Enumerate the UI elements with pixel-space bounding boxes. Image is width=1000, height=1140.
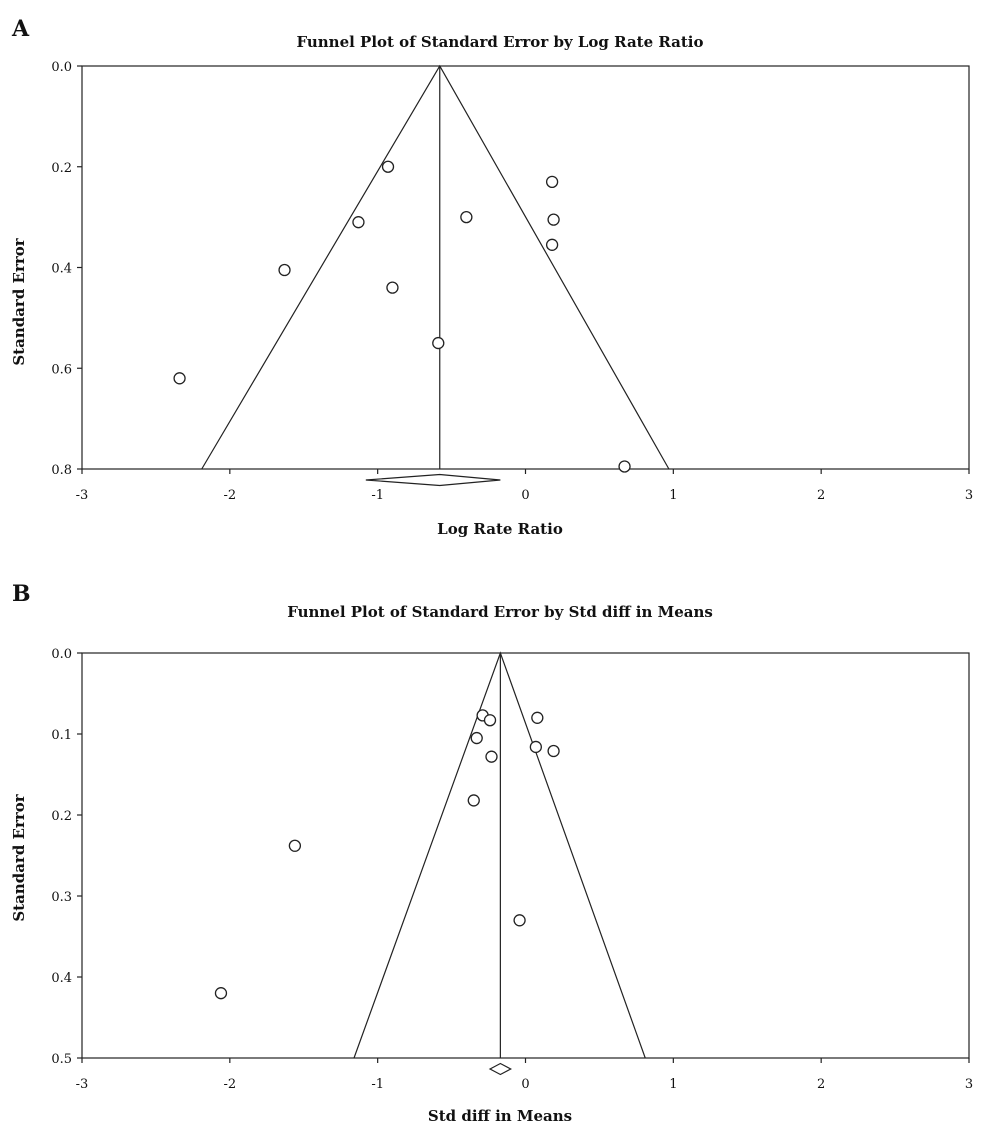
x-tick-label: -2 [223, 1077, 236, 1092]
study-point [513, 914, 526, 927]
panel-a-y-axis-label: Standard Error [10, 237, 28, 365]
study-point [460, 210, 473, 224]
study-point [467, 794, 480, 807]
study-point [529, 740, 542, 754]
panel-a: A Funnel Plot of Standard Error by Log R… [10, 16, 973, 538]
y-tick-label: 0.3 [51, 890, 72, 905]
panel-b-y-ticks: 0.0 0.1 0.2 0.3 0.4 0.5 [51, 647, 82, 1067]
y-tick-label: 0.4 [51, 971, 72, 986]
x-tick-label: 0 [521, 1077, 529, 1092]
study-point [470, 731, 483, 745]
panel-b-x-ticks: -3 -2 -1 0 1 2 3 [76, 1058, 973, 1092]
x-tick-label: -1 [371, 488, 384, 503]
panel-b-plot-frame [81, 652, 970, 1059]
x-tick-label: -1 [371, 1077, 384, 1092]
y-tick-label: 0.6 [51, 362, 72, 377]
study-point [352, 216, 365, 229]
y-tick-label: 0.2 [51, 809, 72, 824]
panel-a-y-ticks: 0.0 0.2 0.4 0.6 0.8 [51, 60, 82, 478]
funnel-boundary-lines [201, 64, 670, 470]
y-tick-label: 0.2 [51, 161, 72, 176]
study-point [618, 460, 631, 473]
study-point [432, 336, 445, 350]
study-point [545, 238, 559, 251]
study-point [531, 711, 544, 724]
x-tick-label: 2 [817, 488, 825, 503]
y-tick-label: 0.5 [51, 1052, 72, 1067]
summary-diamond [488, 1062, 512, 1076]
study-point [288, 839, 302, 852]
x-tick-label: 3 [965, 488, 973, 503]
study-point [485, 750, 498, 763]
panel-b-marks [214, 651, 646, 1076]
x-tick-label: -2 [223, 488, 236, 503]
x-tick-label: 1 [669, 488, 677, 503]
y-tick-label: 0.8 [51, 463, 72, 478]
y-tick-label: 0.4 [51, 262, 72, 277]
y-tick-label: 0.1 [51, 728, 72, 743]
study-point [173, 372, 186, 385]
x-tick-label: 1 [669, 1077, 677, 1092]
study-point [386, 281, 399, 294]
study-point [545, 175, 559, 189]
x-tick-label: 0 [521, 488, 529, 503]
x-tick-label: 2 [817, 1077, 825, 1092]
panel-a-title: Funnel Plot of Standard Error by Log Rat… [296, 33, 703, 51]
panel-b: B Funnel Plot of Standard Error by Std d… [10, 581, 973, 1125]
panel-b-y-axis-label: Standard Error [10, 793, 28, 921]
study-point [278, 263, 291, 277]
funnel-boundary-lines [353, 651, 646, 1059]
summary-diamond [365, 473, 501, 487]
panel-a-marks [173, 64, 670, 487]
study-point [547, 744, 560, 758]
study-point [214, 987, 228, 1000]
x-tick-label: -3 [76, 488, 89, 503]
x-tick-label: -3 [76, 1077, 89, 1092]
panel-a-x-ticks: -3 -2 -1 0 1 2 3 [76, 469, 973, 503]
study-point [381, 160, 395, 173]
panel-a-plot-frame [81, 65, 970, 470]
panel-a-x-axis-label: Log Rate Ratio [437, 520, 563, 538]
panel-b-x-axis-label: Std diff in Means [428, 1107, 572, 1125]
x-tick-label: 3 [965, 1077, 973, 1092]
study-point [483, 714, 497, 727]
y-tick-label: 0.0 [51, 647, 72, 662]
y-tick-label: 0.0 [51, 60, 72, 75]
panel-b-letter: B [12, 581, 31, 607]
panel-b-title: Funnel Plot of Standard Error by Std dif… [287, 603, 713, 621]
panel-a-letter: A [11, 16, 30, 42]
study-point [547, 213, 560, 226]
